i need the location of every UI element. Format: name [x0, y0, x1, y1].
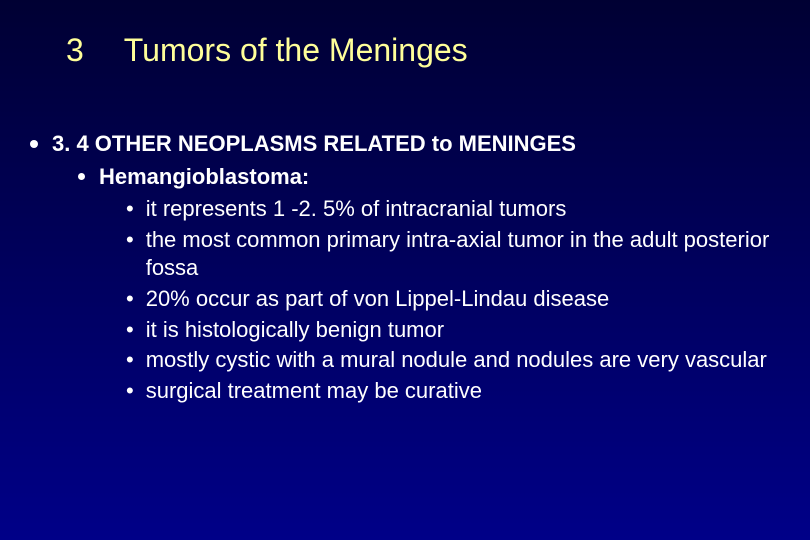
- title-number: 3: [66, 32, 84, 69]
- bullet-text: the most common primary intra-axial tumo…: [146, 226, 810, 283]
- title-text: Tumors of the Meninges: [124, 32, 468, 69]
- slide-body: 3. 4 OTHER NEOPLASMS RELATED to MENINGES…: [30, 130, 810, 407]
- bullet-icon: •: [126, 346, 134, 375]
- bullet-text: surgical treatment may be curative: [146, 377, 482, 406]
- bullet-icon: •: [126, 377, 134, 406]
- bullet-icon: •: [126, 195, 134, 224]
- subsection-heading: Hemangioblastoma:: [99, 163, 309, 192]
- bullet-text: mostly cystic with a mural nodule and no…: [146, 346, 767, 375]
- list-item: Hemangioblastoma:: [78, 163, 810, 192]
- bullet-icon: [30, 140, 38, 148]
- list-item: • it represents 1 -2. 5% of intracranial…: [126, 195, 810, 224]
- list-item: • it is histologically benign tumor: [126, 316, 810, 345]
- slide-title: 3 Tumors of the Meninges: [66, 32, 468, 69]
- list-item: • mostly cystic with a mural nodule and …: [126, 346, 810, 375]
- bullet-icon: •: [126, 316, 134, 345]
- bullet-icon: [78, 173, 85, 180]
- list-item: • 20% occur as part of von Lippel-Lindau…: [126, 285, 810, 314]
- list-item: 3. 4 OTHER NEOPLASMS RELATED to MENINGES: [30, 130, 810, 159]
- section-heading: 3. 4 OTHER NEOPLASMS RELATED to MENINGES: [52, 130, 576, 159]
- list-item: • the most common primary intra-axial tu…: [126, 226, 810, 283]
- bullet-text: 20% occur as part of von Lippel-Lindau d…: [146, 285, 610, 314]
- list-item: • surgical treatment may be curative: [126, 377, 810, 406]
- slide: 3 Tumors of the Meninges 3. 4 OTHER NEOP…: [0, 0, 810, 540]
- bullet-icon: •: [126, 226, 134, 283]
- bullet-text: it represents 1 -2. 5% of intracranial t…: [146, 195, 567, 224]
- bullet-icon: •: [126, 285, 134, 314]
- bullet-text: it is histologically benign tumor: [146, 316, 444, 345]
